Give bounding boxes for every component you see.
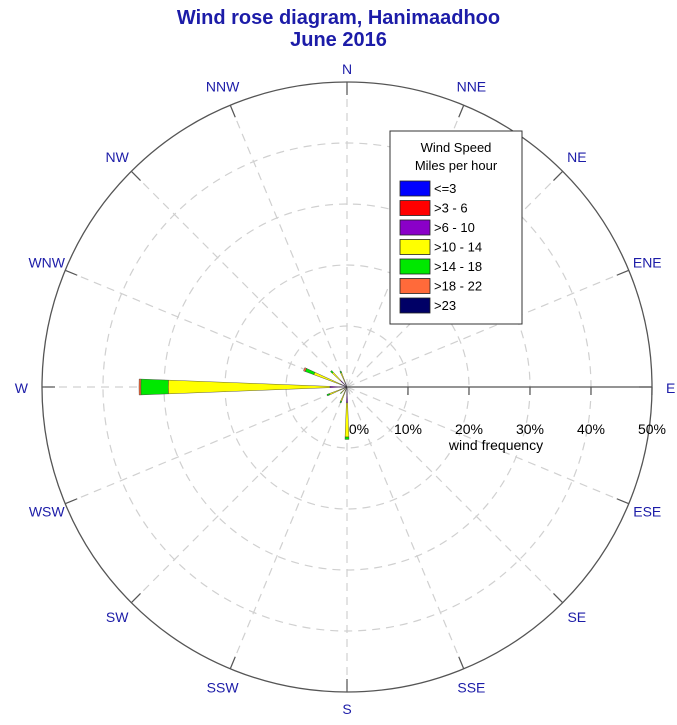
grid-spoke-sw bbox=[130, 386, 348, 604]
grid-spoke-ese bbox=[346, 386, 630, 505]
dir-label-ssw: SSW bbox=[207, 679, 240, 695]
legend-subtitle: Miles per hour bbox=[415, 158, 498, 173]
sector-ssw-bin-4 bbox=[339, 400, 342, 404]
legend-label: >14 - 18 bbox=[434, 259, 482, 274]
radial-axis: 0% 10% 20% 30% 40% 50% wind frequency bbox=[347, 386, 666, 453]
legend-swatch bbox=[399, 258, 431, 275]
grid-spoke-nnw bbox=[229, 104, 348, 388]
chart-subtitle: June 2016 bbox=[290, 29, 387, 51]
wind-sectors bbox=[138, 367, 350, 440]
grid-spoke-sse bbox=[346, 386, 465, 670]
grid-spoke-wnw bbox=[64, 269, 348, 388]
sector-w-bin-4 bbox=[140, 378, 169, 396]
grid-spoke-wsw bbox=[64, 386, 348, 505]
dir-tick-wsw bbox=[64, 498, 78, 505]
dir-label-nnw: NNW bbox=[206, 79, 240, 95]
legend-label: >18 - 22 bbox=[434, 279, 482, 294]
sector-wnw-bin-4 bbox=[304, 368, 316, 375]
sector-nw-bin-4 bbox=[330, 370, 334, 374]
dir-tick-sse bbox=[458, 656, 465, 670]
dir-label-nw: NW bbox=[106, 149, 130, 165]
dir-label-s: S bbox=[342, 701, 351, 717]
dir-tick-wnw bbox=[64, 269, 78, 276]
sector-wnw-bin-5 bbox=[303, 367, 307, 372]
dir-label-ne: NE bbox=[567, 149, 586, 165]
axis-tick-label: 50% bbox=[638, 421, 666, 437]
axis-tick-label: 20% bbox=[455, 421, 483, 437]
legend-swatch bbox=[399, 200, 431, 216]
legend-swatch bbox=[399, 297, 431, 314]
grid-spoke-ssw bbox=[229, 386, 348, 670]
axis-tick-label: 40% bbox=[577, 421, 605, 437]
dir-tick-nnw bbox=[229, 104, 236, 118]
sector-wnw-bin-3 bbox=[313, 371, 342, 385]
dir-tick-ne bbox=[553, 170, 564, 181]
dir-tick-sw bbox=[130, 593, 141, 604]
dir-tick-ene bbox=[616, 269, 630, 276]
sector-nnw-bin-4 bbox=[339, 370, 342, 374]
axis-tick-label: 0% bbox=[349, 421, 369, 437]
legend-swatch bbox=[399, 239, 431, 255]
legend: Wind Speed Miles per hour <=3 >3 - 6 >6 - 10… bbox=[389, 130, 523, 325]
dir-label-se: SE bbox=[567, 609, 586, 625]
dir-label-sse: SSE bbox=[457, 679, 485, 695]
dir-tick-ssw bbox=[229, 656, 236, 670]
grid-spoke-se bbox=[346, 386, 564, 604]
axis-title: wind frequency bbox=[448, 437, 543, 453]
sector-w-bin-5 bbox=[138, 378, 142, 396]
chart-title: Wind rose diagram, Hanimaadhoo bbox=[176, 7, 501, 29]
dir-label-w: W bbox=[15, 380, 29, 396]
legend-swatch bbox=[399, 180, 431, 197]
legend-label: >6 - 10 bbox=[434, 220, 475, 235]
dir-tick-nne bbox=[458, 104, 465, 118]
dir-label-nne: NNE bbox=[457, 79, 487, 95]
dir-tick-se bbox=[553, 593, 564, 604]
dir-label-sw: SW bbox=[106, 609, 129, 625]
sector-nw-bin-3 bbox=[331, 371, 342, 382]
legend-label: >3 - 6 bbox=[434, 201, 468, 216]
axis-tick-label: 30% bbox=[516, 421, 544, 437]
grid-spoke-ene bbox=[346, 269, 630, 388]
legend-label: >10 - 14 bbox=[434, 240, 482, 255]
dir-label-ene: ENE bbox=[633, 255, 662, 271]
sector-sw-bin-4 bbox=[340, 392, 342, 394]
grid-spoke-ne bbox=[346, 170, 564, 388]
legend-swatch bbox=[399, 219, 431, 236]
grid-spoke-nw bbox=[130, 170, 348, 388]
sector-wsw-bin-4 bbox=[326, 393, 331, 397]
dir-label-n: N bbox=[342, 61, 352, 77]
legend-title: Wind Speed bbox=[421, 140, 492, 155]
axis-tick-label: 10% bbox=[394, 421, 422, 437]
legend-label: <=3 bbox=[434, 181, 456, 196]
direction-labels: N NNE NE ENE E ESE SE SSE S SSW SW WSW W WNW NW NNW bbox=[15, 61, 676, 717]
dir-label-ese: ESE bbox=[633, 503, 661, 519]
dir-label-wsw: WSW bbox=[29, 503, 66, 519]
sector-s-bin-4 bbox=[344, 436, 350, 440]
dir-tick-nw bbox=[130, 170, 141, 181]
sector-w-bin-3 bbox=[168, 379, 331, 395]
legend-swatch bbox=[399, 278, 431, 294]
dir-tick-ese bbox=[616, 498, 630, 505]
dir-label-e: E bbox=[666, 380, 675, 396]
legend-label: >23 bbox=[434, 298, 456, 313]
dir-label-wnw: WNW bbox=[28, 255, 65, 271]
